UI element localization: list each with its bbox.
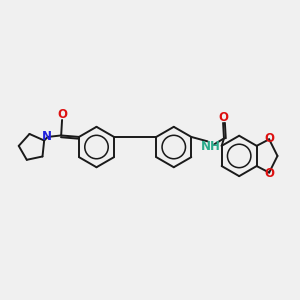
Text: O: O bbox=[265, 167, 275, 180]
Text: O: O bbox=[265, 132, 275, 145]
Text: NH: NH bbox=[201, 140, 221, 153]
Text: O: O bbox=[57, 108, 67, 122]
Text: O: O bbox=[218, 111, 228, 124]
Text: N: N bbox=[42, 130, 52, 143]
